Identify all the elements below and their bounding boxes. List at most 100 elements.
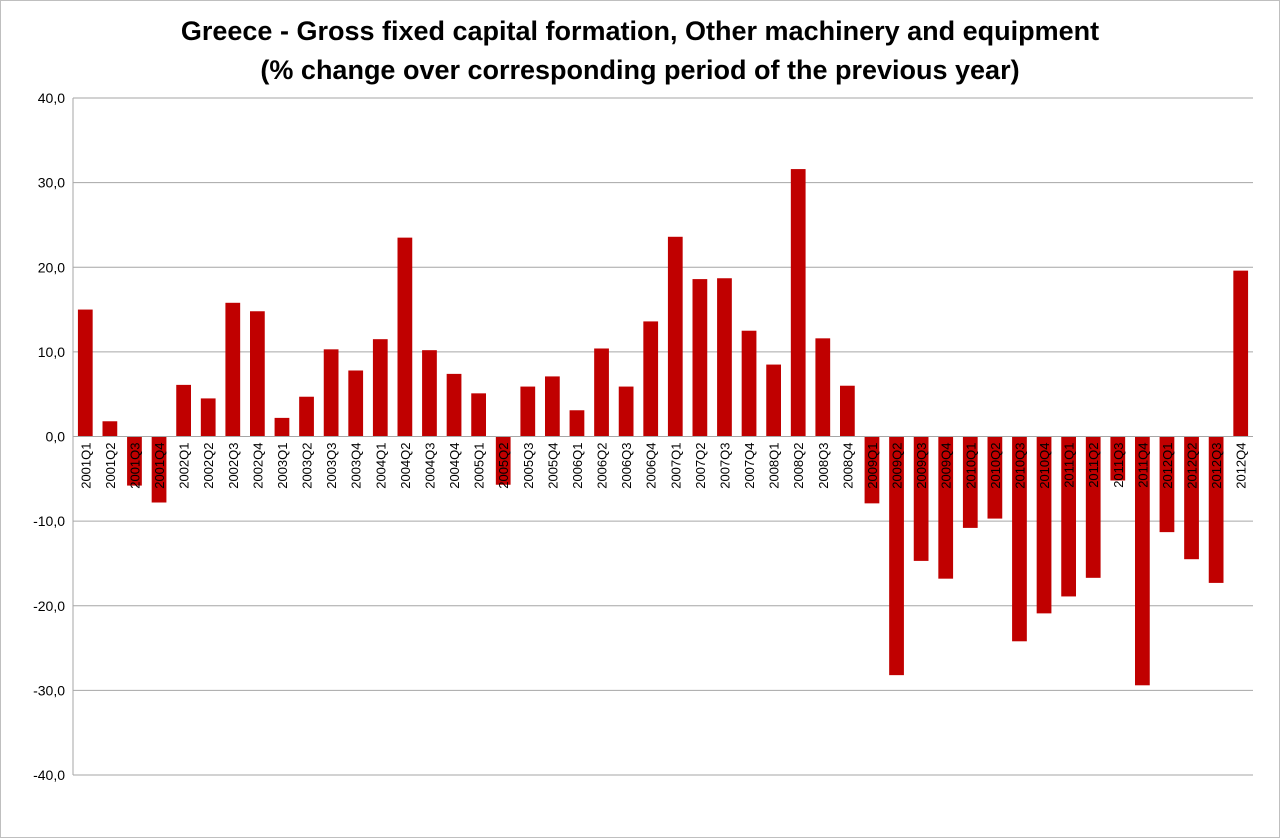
bar-2009Q1 <box>864 436 880 504</box>
bar-2006Q2 <box>594 348 609 437</box>
bar-2003Q4 <box>348 370 364 437</box>
x-tick-label: 2012Q2 <box>1185 443 1200 489</box>
bar-2005Q4 <box>545 376 560 437</box>
bar-2005Q2 <box>495 436 511 485</box>
x-tick-label: 2010Q3 <box>1012 443 1027 489</box>
bar-2005Q1 <box>471 393 486 437</box>
bar-2002Q2 <box>200 398 216 437</box>
x-tick-label: 2012Q1 <box>1160 443 1175 489</box>
bar-2010Q3 <box>1012 436 1027 642</box>
x-tick-label: 2007Q3 <box>717 443 732 489</box>
bar-2006Q1 <box>569 410 585 437</box>
bar-2002Q1 <box>176 384 191 437</box>
chart-subtitle: (% change over corresponding period of t… <box>260 55 1020 85</box>
x-tick-label: 2011Q1 <box>1062 443 1077 488</box>
x-tick-label: 2004Q2 <box>398 443 413 489</box>
bar-2007Q2 <box>692 279 708 437</box>
x-tick-label: 2006Q3 <box>619 443 634 489</box>
bar-2001Q2 <box>102 421 118 437</box>
x-tick-label: 2002Q1 <box>177 443 192 489</box>
bar-2012Q3 <box>1208 436 1224 583</box>
bar-2004Q2 <box>397 237 413 437</box>
bar-2009Q4 <box>938 436 954 579</box>
bar-2011Q2 <box>1085 436 1101 578</box>
y-tick-label: -40,0 <box>33 767 65 783</box>
bar-2008Q3 <box>815 338 831 437</box>
x-tick-label: 2001Q1 <box>78 443 93 489</box>
x-tick-label: 2007Q1 <box>668 443 683 489</box>
x-tick-label: 2011Q2 <box>1086 443 1101 488</box>
y-tick-label: 10,0 <box>38 344 65 360</box>
bar-2007Q1 <box>667 236 683 437</box>
x-tick-label: 2005Q2 <box>496 443 511 489</box>
x-tick-label: 2005Q3 <box>521 443 536 489</box>
x-tick-label: 2009Q4 <box>939 443 954 489</box>
x-tick-label: 2007Q4 <box>742 443 757 489</box>
x-tick-label: 2009Q3 <box>914 443 929 489</box>
x-tick-label: 2006Q4 <box>644 443 659 489</box>
bar-2008Q4 <box>840 385 855 437</box>
x-tick-label: 2011Q3 <box>1111 443 1126 488</box>
x-tick-label: 2010Q4 <box>1037 443 1052 489</box>
x-tick-label: 2001Q4 <box>152 443 167 489</box>
x-tick-label: 2009Q2 <box>890 443 905 489</box>
bar-2001Q1 <box>77 309 93 437</box>
bar-2009Q2 <box>889 436 904 676</box>
bar-2002Q4 <box>250 311 265 437</box>
x-tick-label: 2003Q3 <box>324 443 339 489</box>
bar-2008Q2 <box>790 169 806 437</box>
x-tick-label: 2001Q3 <box>127 443 142 489</box>
bar-2006Q3 <box>618 386 634 437</box>
x-tick-label: 2008Q4 <box>840 443 855 489</box>
bar-2008Q1 <box>766 364 781 437</box>
x-tick-label: 2009Q1 <box>865 443 880 489</box>
bar-2004Q4 <box>446 373 462 437</box>
x-tick-label: 2008Q1 <box>767 443 782 489</box>
x-tick-label: 2008Q2 <box>791 443 806 489</box>
x-tick-label: 2002Q3 <box>226 443 241 489</box>
x-tick-label: 2001Q2 <box>103 443 118 489</box>
bar-2010Q4 <box>1036 436 1052 614</box>
x-tick-label: 2007Q2 <box>693 443 708 489</box>
bar-2010Q2 <box>987 436 1003 519</box>
bar-2011Q4 <box>1135 436 1150 686</box>
x-tick-label: 2003Q4 <box>349 443 364 489</box>
y-tick-label: 40,0 <box>38 90 65 106</box>
x-tick-label: 2002Q2 <box>201 443 216 489</box>
bar-2012Q2 <box>1184 436 1199 560</box>
x-tick-label: 2003Q1 <box>275 443 290 489</box>
bar-2007Q3 <box>717 278 732 437</box>
x-tick-label: 2003Q2 <box>300 443 315 489</box>
x-tick-label: 2011Q4 <box>1135 443 1150 488</box>
x-tick-label: 2005Q1 <box>472 443 487 489</box>
bar-2009Q3 <box>913 436 929 561</box>
bar-2012Q1 <box>1159 436 1175 533</box>
y-tick-label: 20,0 <box>38 259 65 275</box>
bar-2011Q3 <box>1110 436 1126 481</box>
x-tick-label: 2004Q4 <box>447 443 462 489</box>
bar-2003Q3 <box>323 349 339 437</box>
y-tick-label: -20,0 <box>33 598 65 614</box>
bar-2004Q1 <box>372 339 388 437</box>
x-tick-label: 2006Q2 <box>595 443 610 489</box>
y-tick-label: 0,0 <box>46 429 66 445</box>
bar-2002Q3 <box>225 302 241 437</box>
bar-2010Q1 <box>962 436 978 528</box>
chart-title: Greece - Gross fixed capital formation, … <box>180 16 1100 46</box>
x-tick-label: 2005Q4 <box>545 443 560 489</box>
bar-2012Q4 <box>1233 270 1249 437</box>
y-tick-label: -30,0 <box>33 682 65 698</box>
y-tick-label: 30,0 <box>38 175 65 191</box>
bar-2011Q1 <box>1061 436 1076 597</box>
bar-2001Q3 <box>127 436 142 486</box>
y-tick-label: -10,0 <box>33 513 65 529</box>
x-tick-label: 2012Q4 <box>1234 443 1249 489</box>
x-tick-label: 2008Q3 <box>816 443 831 489</box>
x-tick-label: 2004Q1 <box>373 443 388 489</box>
bar-2001Q4 <box>151 436 167 503</box>
x-tick-label: 2002Q4 <box>250 443 265 489</box>
bar-2004Q3 <box>422 350 437 437</box>
x-tick-label: 2006Q1 <box>570 443 585 489</box>
bar-2007Q4 <box>741 330 757 437</box>
bar-2003Q1 <box>274 417 290 437</box>
